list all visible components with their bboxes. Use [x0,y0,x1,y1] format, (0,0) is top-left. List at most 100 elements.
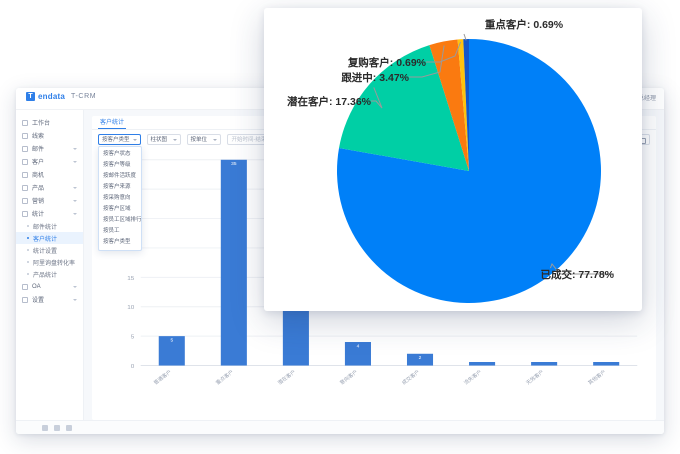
clue-icon [22,132,28,139]
dock-icon-1[interactable] [42,424,48,431]
chevron-down-icon [212,139,217,141]
groupby-select-value: 按客户类型 [102,137,130,143]
sidebar-subitem-customer-stats[interactable]: 客户统计 [16,232,83,244]
charttype-select[interactable]: 柱状图 [146,134,181,145]
leader-line [409,45,445,78]
sidebar-item-oa[interactable]: OA [16,280,83,293]
bar [469,362,496,366]
pie-callout-labels: 已成交: 77.78% 潜在客户: 17.36% 跟进中: 3.47% 复购客户: 0… [287,18,615,281]
y-axis-tick-label: 10 [127,304,135,311]
sidebar-item-label: 线索 [32,134,45,140]
y-axis-tick-label: 0 [131,363,135,370]
x-axis-tick-label: 无效客户 [525,369,546,387]
x-axis-tick-label: 流失客户 [462,369,483,387]
home-icon [22,119,28,126]
unit-select[interactable]: 按单位 [186,134,221,145]
tab-customer-stats[interactable]: 客户统计 [98,117,127,129]
bar-chart-svg: 05101520253035 5351742 普通客户重点客户潜在客户意向客户成… [127,157,638,387]
sidebar-item-label: 客户 [32,160,45,166]
bar [593,362,620,366]
pie-callout-label: 潜在客户: 17.36% [287,95,372,108]
sidebar-item-label: 邮件 [32,147,45,153]
stats-icon [22,210,28,217]
bar-chart-x-axis: 普通客户 重点客户 潜在客户 意向客户 成交客户 流失客户 无效客户 其他客户 [152,369,607,387]
product-icon [22,184,28,191]
bullet-icon [27,249,29,251]
sidebar-item-workbench[interactable]: 工作台 [16,116,83,129]
leader-line [463,33,467,41]
dock-icon-3[interactable] [66,424,72,431]
chevron-down-icon [132,139,137,141]
sidebar-item-label: 统计 [32,212,45,218]
unit-select-value: 按单位 [190,137,208,143]
date-range-placeholder: 开始时间-结束时间 [231,137,278,143]
bar [220,159,247,366]
sidebar: 工作台 线索 邮件 客户 商机 产品 [16,110,84,420]
pie-slice [463,39,469,171]
app-logo[interactable]: T endata T-CRM [26,92,96,101]
x-axis-tick-label: 意向客户 [338,369,359,387]
sidebar-subitem-label: 阿里询盘转化率 [33,260,76,267]
chevron-down-icon [73,199,77,202]
sidebar-item-mail[interactable]: 邮件 [16,142,83,155]
sidebar-item-clues[interactable]: 线索 [16,129,83,142]
bar-chart-bars: 5351742 [158,159,620,366]
dropdown-option[interactable]: 按客户来源 [103,184,131,190]
bar [406,353,434,366]
dropdown-option[interactable]: 按邮件活跃度 [103,173,137,179]
sidebar-item-label: OA [32,283,41,290]
sidebar-item-statistics[interactable]: 统计 [16,207,83,220]
bar-value-label: 35 [231,161,237,166]
dropdown-option[interactable]: 按员工区域排行 [103,217,141,223]
sidebar-item-customer[interactable]: 客户 [16,155,83,168]
sidebar-subitem-mail-stats[interactable]: 邮件统计 [16,220,83,232]
chevron-down-icon [73,160,77,163]
opportunity-icon [22,171,28,178]
sidebar-subitem-product-stats[interactable]: 产品统计 [16,268,83,280]
sidebar-subitem-alibaba-conversion[interactable]: 阿里询盘转化率 [16,256,83,268]
y-axis-tick-label: 5 [131,334,135,341]
bullet-icon [27,225,29,227]
bar [158,336,185,366]
y-axis-tick-label: 15 [127,275,135,282]
sidebar-subitem-stats-settings[interactable]: 统计设置 [16,244,83,256]
logo-subtitle: T-CRM [71,93,97,100]
chevron-down-icon [73,186,77,189]
leader-line [371,87,383,109]
sidebar-item-opportunity[interactable]: 商机 [16,168,83,181]
oa-icon [22,283,28,290]
x-axis-tick-label: 其他客户 [587,369,608,387]
leader-line [426,41,462,63]
sidebar-item-settings[interactable]: 设置 [16,293,83,306]
topbar-role-label: 总经理 [637,96,656,102]
groupby-select[interactable]: 按客户类型 [98,134,141,145]
dropdown-option[interactable]: 按员工 [103,228,120,234]
sidebar-item-label: 商机 [32,173,45,179]
bullet-icon [27,237,29,239]
pie-slice [339,45,469,172]
dropdown-option[interactable]: 按客户类型 [103,239,131,245]
dropdown-option[interactable]: 按客户状态 [103,151,131,157]
dock-icon-2[interactable] [54,424,60,431]
chevron-down-icon [73,298,77,301]
x-axis-tick-label: 重点客户 [214,369,235,387]
sidebar-item-label: 营销 [32,199,45,205]
chevron-down-icon [73,147,77,150]
sidebar-item-label: 工作台 [32,121,51,127]
groupby-dropdown-menu[interactable]: 按客户状态 按客户等级 按邮件活跃度 按客户来源 按采购意向 按客户区域 按员工… [98,146,142,251]
x-axis-tick-label: 潜在客户 [276,369,297,387]
x-axis-tick-label: 普通客户 [152,369,173,387]
sidebar-subitem-label: 邮件统计 [33,224,58,231]
bar-value-label: 2 [419,355,422,360]
dropdown-option[interactable]: 按客户区域 [103,206,131,212]
leader-line [549,263,614,275]
charttype-select-value: 柱状图 [150,137,168,143]
chevron-down-icon [172,139,177,141]
customer-status-pie-card: 已成交: 77.78% 潜在客户: 17.36% 跟进中: 3.47% 复购客户: 0… [264,8,642,311]
pie-callout-label: 跟进中: 3.47% [341,71,409,84]
sidebar-item-product[interactable]: 产品 [16,181,83,194]
sidebar-subitem-label: 统计设置 [33,248,58,255]
dropdown-option[interactable]: 按客户等级 [103,162,131,168]
sidebar-item-marketing[interactable]: 营销 [16,194,83,207]
dropdown-option[interactable]: 按采购意向 [103,195,131,201]
